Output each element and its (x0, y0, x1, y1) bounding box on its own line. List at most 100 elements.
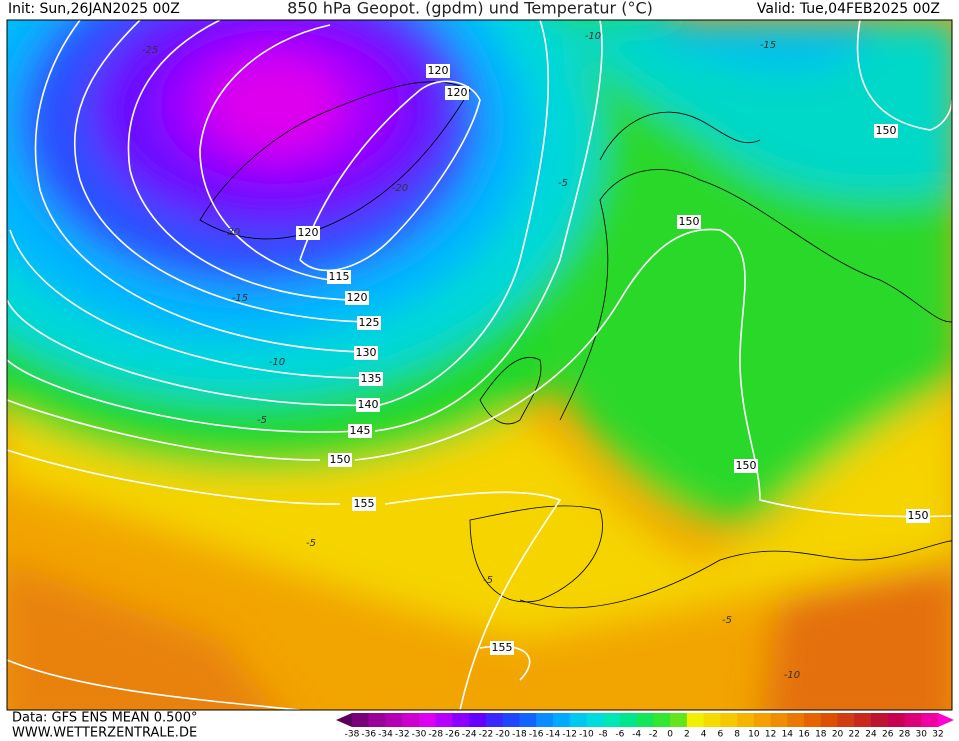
legend-swatch (720, 713, 738, 727)
legend-tick-label: -12 (562, 730, 577, 740)
temperature-label: -5 (306, 538, 316, 549)
legend-tick-label: -4 (632, 730, 641, 740)
label-box (327, 270, 351, 284)
legend-tick-label: -30 (412, 730, 427, 740)
legend-swatch (636, 713, 654, 727)
label-box (354, 346, 378, 360)
temperature-label: -15 (232, 293, 248, 304)
legend-swatch (569, 713, 587, 727)
label-box (677, 215, 701, 229)
legend-tick-label: -10 (579, 730, 594, 740)
legend-tick-label: 6 (717, 730, 723, 740)
geopotential-label: 155 (354, 497, 375, 510)
temperature-label: -15 (760, 40, 776, 51)
geopotential-label: 115 (329, 270, 350, 283)
legend-tick-label: 8 (734, 730, 740, 740)
legend-tick-label: 4 (701, 730, 707, 740)
legend-tick-label: 16 (798, 730, 810, 740)
legend-tick-label: 20 (832, 730, 844, 740)
legend-tick-label: -28 (428, 730, 443, 740)
legend-tick-label: 32 (932, 730, 943, 740)
legend-tick-label: 2 (684, 730, 690, 740)
label-box (906, 509, 930, 523)
geopotential-label: 150 (736, 459, 757, 472)
legend-swatch (519, 713, 537, 727)
label-box (874, 124, 898, 138)
legend-swatch (921, 713, 939, 727)
legend-tick-label: 14 (782, 730, 794, 740)
legend-swatch (402, 713, 420, 727)
legend-swatch (502, 713, 520, 727)
legend-swatch (619, 713, 638, 727)
geopotential-label: 120 (298, 226, 319, 239)
legend-swatch (737, 713, 755, 727)
label-box (348, 424, 372, 438)
legend-tick-label: 26 (882, 730, 894, 740)
label-box (445, 86, 469, 100)
legend-tick-label: -20 (495, 730, 510, 740)
geopotential-label: 150 (908, 509, 929, 522)
legend-swatch (435, 713, 453, 727)
legend-tick-label: 30 (916, 730, 928, 740)
legend-tick-label: -38 (345, 730, 360, 740)
temperature-label: -5 (483, 575, 493, 586)
legend-tick-label: 28 (899, 730, 911, 740)
temperature-label: -10 (269, 357, 285, 368)
geopotential-label: 135 (361, 372, 382, 385)
legend-tick-label: -34 (378, 730, 393, 740)
legend-tick-label: -18 (512, 730, 527, 740)
legend-swatch (368, 713, 386, 727)
geopotential-label: 120 (447, 86, 468, 99)
website: WWW.WETTERZENTRALE.DE (12, 726, 197, 741)
label-box (357, 316, 381, 330)
legend-tick-label: -36 (361, 730, 376, 740)
temperature-label: -10 (784, 670, 800, 681)
temperature-label: -5 (257, 415, 267, 426)
label-box (356, 398, 380, 412)
geopotential-label: 140 (358, 398, 379, 411)
geopotential-label: 150 (679, 215, 700, 228)
label-box (359, 372, 383, 386)
legend-swatch (820, 713, 839, 727)
geopotential-label: 120 (347, 291, 368, 304)
label-box (345, 291, 369, 305)
geopotential-label: 150 (876, 124, 897, 137)
legend-swatch (536, 713, 554, 727)
legend-swatch (603, 713, 621, 727)
geopotential-label: 125 (359, 316, 380, 329)
data-source: Data: GFS ENS MEAN 0.500° (12, 711, 197, 726)
label-box (352, 497, 376, 511)
legend-swatch (753, 713, 772, 727)
geopotential-label: 120 (428, 64, 449, 77)
valid-time: Valid: Tue,04FEB2025 00Z (757, 1, 940, 17)
legend-arrow (938, 713, 954, 727)
label-box (296, 226, 320, 240)
geopotential-label: 155 (492, 641, 513, 654)
legend-tick-label: -26 (445, 730, 460, 740)
legend-tick-label: -8 (599, 730, 608, 740)
contour-labels: 120 120 120 115 120 125 130 135 140 145 150 155 150 1… (142, 31, 930, 681)
legend-swatch (352, 713, 370, 727)
legend-swatch (854, 713, 872, 727)
legend-tick-label: -24 (462, 730, 477, 740)
label-box (328, 453, 352, 467)
legend-tick-label: -2 (649, 730, 658, 740)
label-box (426, 64, 450, 78)
init-time: Init: Sun,26JAN2025 00Z (8, 1, 180, 17)
geopotential-label: 150 (330, 453, 351, 466)
geopotential-contours (7, 20, 952, 710)
legend-tick-label: -6 (615, 730, 624, 740)
temperature-label: -5 (558, 178, 568, 189)
temperature-label: -10 (585, 31, 601, 42)
geopotential-label: 130 (356, 346, 377, 359)
label-box (734, 459, 758, 473)
temperature-label: -5 (722, 615, 732, 626)
legend-swatch (770, 713, 788, 727)
temperature-label: -20 (392, 183, 408, 194)
legend-swatch (686, 713, 705, 727)
legend-swatch (670, 713, 688, 727)
legend-tick-label: 24 (865, 730, 877, 740)
